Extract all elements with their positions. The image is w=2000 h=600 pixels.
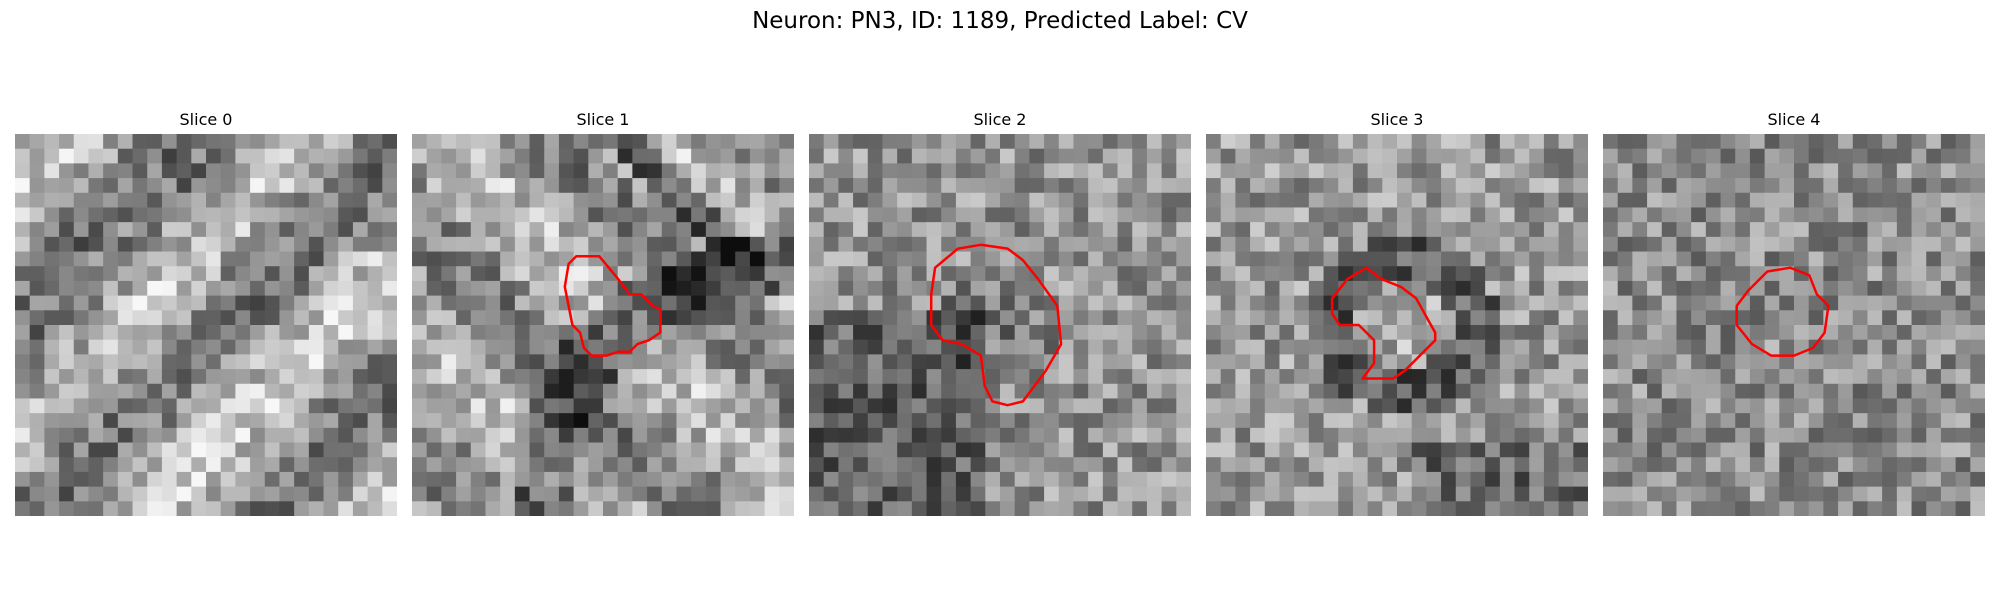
- segmentation-contour: [1330, 266, 1437, 380]
- slice-1-svg: [412, 134, 794, 516]
- slice-image-3: [1206, 134, 1588, 516]
- slice-3-svg: [1206, 134, 1588, 516]
- slice-2-svg: [809, 134, 1191, 516]
- slice-title: Slice 2: [973, 110, 1027, 129]
- slice-title: Slice 0: [179, 110, 233, 129]
- figure-title: Neuron: PN3, ID: 1189, Predicted Label: …: [752, 8, 1248, 34]
- slice-image-2: [809, 134, 1191, 516]
- segmentation-contour: [563, 254, 662, 357]
- slice-image-1: [412, 134, 794, 516]
- slice-title: Slice 1: [576, 110, 630, 129]
- segmentation-contour: [1735, 266, 1830, 357]
- slice-image-0: [15, 134, 397, 516]
- slice-title: Slice 4: [1767, 110, 1821, 129]
- slice-4-svg: [1603, 134, 1985, 516]
- segmentation-contour: [929, 243, 1063, 407]
- slice-image-4: [1603, 134, 1985, 516]
- slice-title: Slice 3: [1370, 110, 1424, 129]
- slice-0-svg: [15, 134, 397, 516]
